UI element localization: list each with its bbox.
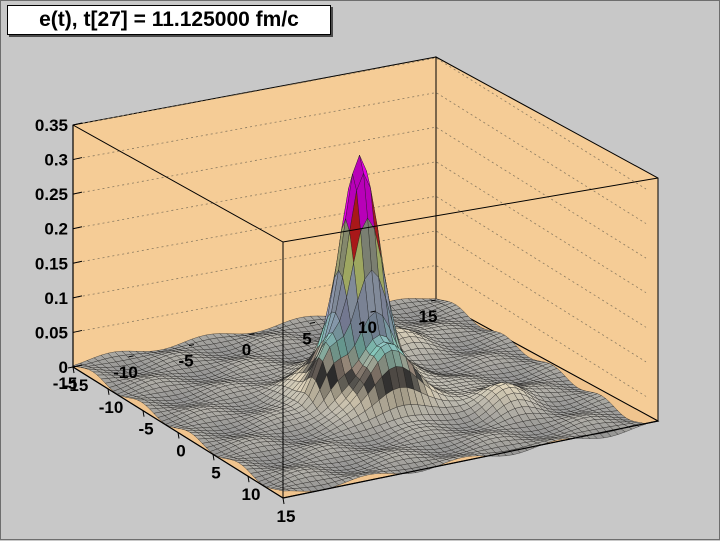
y-tick-label: -10 bbox=[113, 363, 138, 382]
z-tick-label: 0.1 bbox=[44, 289, 68, 308]
z-tick-label: 0.05 bbox=[35, 323, 68, 342]
z-tick-label: 0.3 bbox=[44, 151, 68, 170]
y-tick-label: -5 bbox=[178, 352, 193, 371]
x-tick-label: -5 bbox=[138, 420, 153, 439]
x-tick-label: -10 bbox=[99, 398, 124, 417]
x-tick-label: 0 bbox=[176, 442, 185, 461]
y-tick-label: 5 bbox=[302, 329, 311, 348]
x-tick bbox=[283, 498, 284, 504]
z-tick-label: 0.35 bbox=[35, 116, 68, 135]
y-tick-label: 10 bbox=[358, 318, 377, 337]
y-tick-label: 0 bbox=[242, 341, 251, 360]
x-tick-label: 10 bbox=[242, 485, 261, 504]
x-tick-label: 5 bbox=[211, 463, 220, 482]
y-tick bbox=[68, 367, 73, 368]
y-tick-label: 15 bbox=[419, 307, 438, 326]
x-tick-label: -15 bbox=[64, 376, 89, 395]
z-tick-label: 0.2 bbox=[44, 220, 68, 239]
z-tick-label: 0.25 bbox=[35, 185, 68, 204]
z-tick-label: 0.15 bbox=[35, 254, 68, 273]
x-tick-label: 15 bbox=[277, 507, 296, 526]
